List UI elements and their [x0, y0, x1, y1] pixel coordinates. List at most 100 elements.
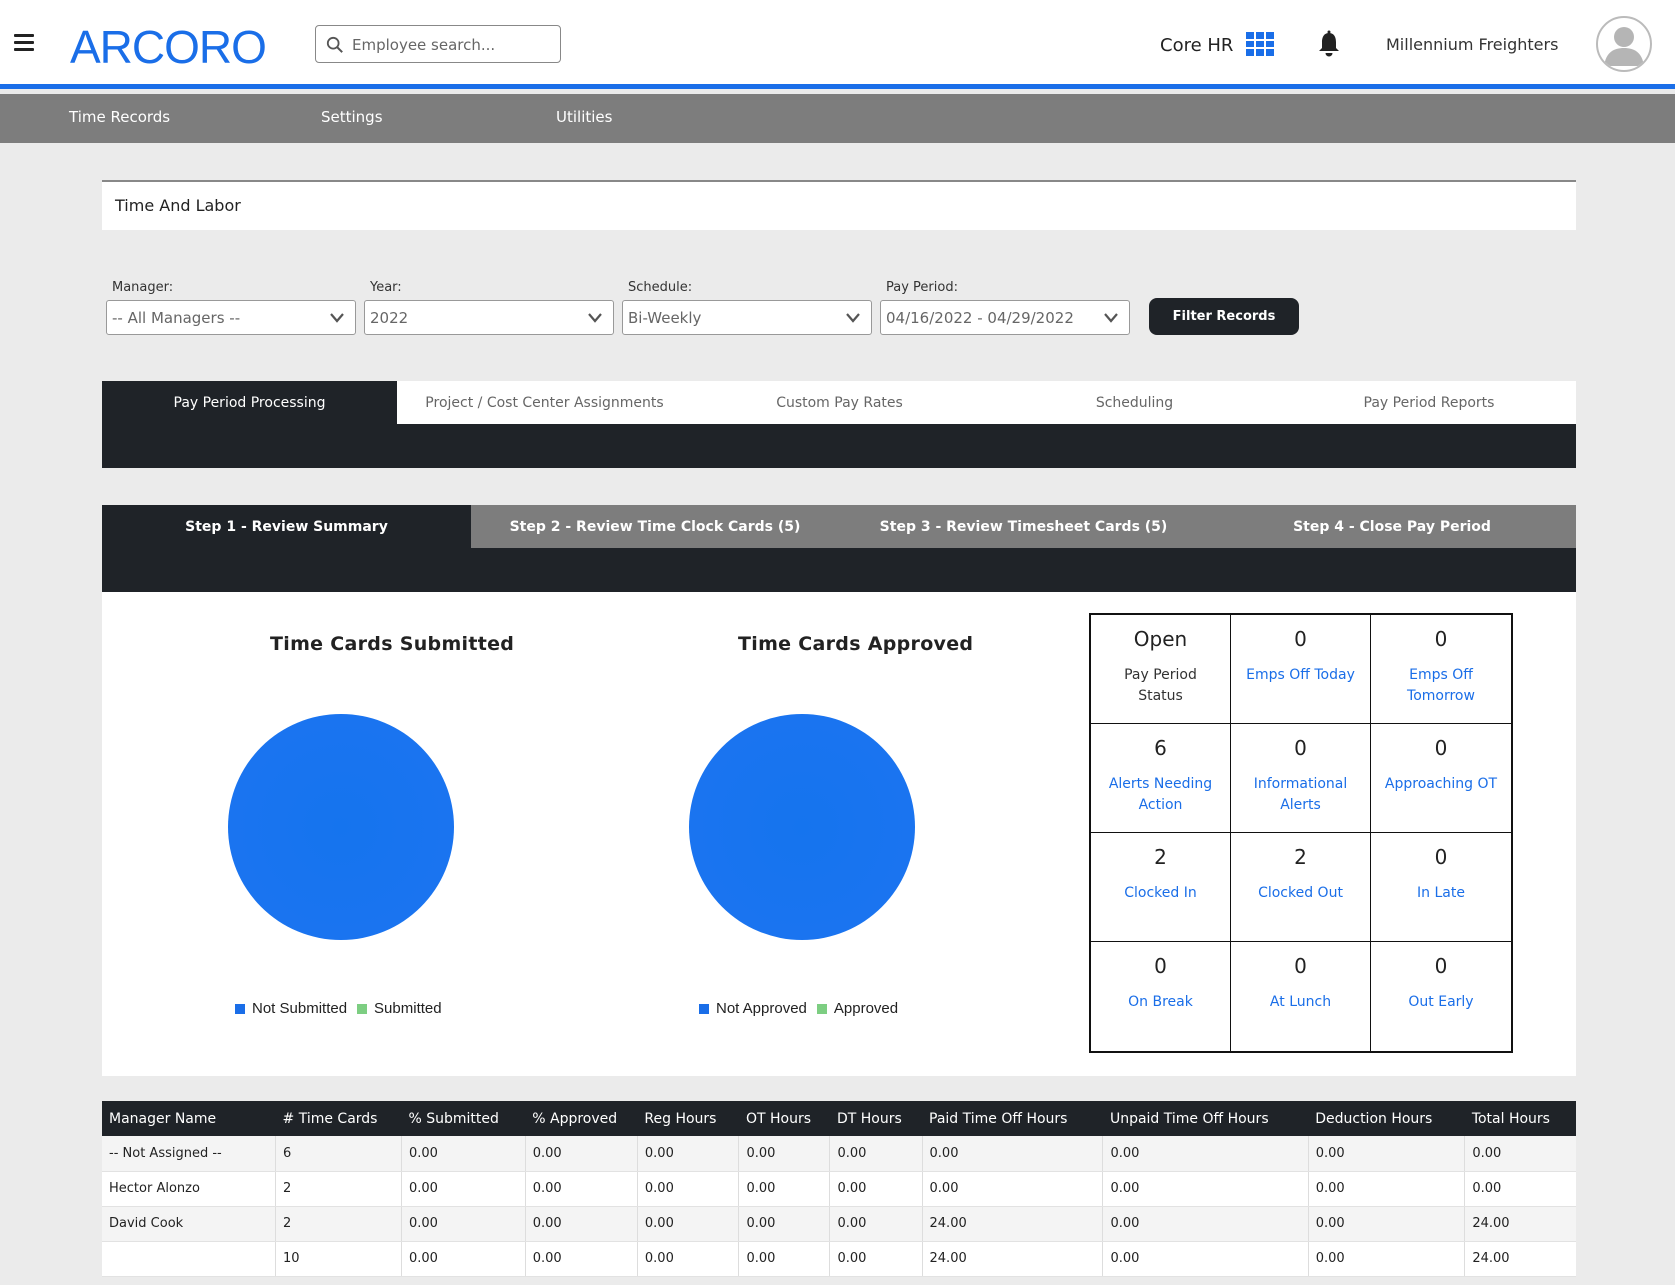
nav-utilities[interactable]: Utilities	[556, 108, 613, 126]
stat-label[interactable]: In Late	[1417, 885, 1465, 901]
table-header-row: Manager Name # Time Cards% Submitted% App…	[102, 1101, 1576, 1136]
table-cell	[102, 1241, 276, 1277]
column-header[interactable]: % Submitted	[401, 1101, 526, 1136]
chevron-down-icon	[1104, 313, 1118, 323]
column-header[interactable]: # Time Cards	[275, 1101, 402, 1136]
employee-search-input[interactable]	[352, 32, 552, 58]
column-header[interactable]: Total Hours	[1464, 1101, 1576, 1136]
table-cell: 0.00	[738, 1136, 830, 1172]
year-select[interactable]: 2022	[364, 300, 614, 335]
tab-custom-pay-rates[interactable]: Custom Pay Rates	[776, 394, 903, 411]
column-header[interactable]: Paid Time Off Hours	[922, 1101, 1103, 1136]
legend-label: Approved	[833, 1000, 899, 1017]
stat-label[interactable]: Emps Off Tomorrow	[1407, 667, 1475, 704]
stat-cell[interactable]: 0 Out Early	[1371, 942, 1511, 1051]
column-header[interactable]: Reg Hours	[637, 1101, 739, 1136]
tab-project-cost-center[interactable]: Project / Cost Center Assignments	[425, 394, 664, 411]
year-filter: Year: 2022	[364, 280, 614, 335]
stat-label[interactable]: Emps Off Today	[1246, 667, 1355, 683]
app-grid-icon[interactable]	[1246, 32, 1274, 56]
tab-pay-period-reports[interactable]: Pay Period Reports	[1363, 394, 1495, 411]
submitted-chart-title: Time Cards Submitted	[270, 633, 515, 655]
nav-settings[interactable]: Settings	[321, 108, 383, 126]
table-row: -- Not Assigned -- 6 0.00 0.00 0.00 0.00 0.00 0…	[102, 1136, 1576, 1172]
nav-time-records[interactable]: Time Records	[69, 108, 171, 126]
table-cell: 10	[275, 1241, 402, 1277]
pay-period-label: Pay Period:	[886, 280, 958, 295]
table-cell: 0.00	[524, 1241, 638, 1277]
user-avatar-icon	[1604, 27, 1644, 66]
legend-swatch-green	[816, 1003, 827, 1014]
arcoro-logo[interactable]: ARCORO	[70, 21, 267, 73]
stat-cell[interactable]: 0 Informational Alerts	[1231, 724, 1371, 833]
column-header[interactable]: OT Hours	[738, 1101, 830, 1136]
table-cell: 0.00	[1464, 1136, 1576, 1172]
stat-label[interactable]: Approaching OT	[1384, 776, 1498, 792]
stat-label[interactable]: Clocked Out	[1258, 885, 1343, 901]
table-row: 10 0.00 0.00 0.00 0.00 0.00 24.00 0.00 0.00 24.00	[102, 1241, 1576, 1277]
column-header[interactable]: DT Hours	[829, 1101, 923, 1136]
stat-label[interactable]: Informational Alerts	[1253, 776, 1348, 813]
main-tabs: Pay Period Processing Project / Cost Cen…	[102, 381, 1576, 468]
tab-pay-period-processing[interactable]: Pay Period Processing	[102, 381, 397, 424]
page-title-card: Time And Labor	[102, 180, 1576, 230]
column-header[interactable]: Deduction Hours	[1308, 1101, 1465, 1136]
stat-label[interactable]: Clocked In	[1124, 885, 1197, 901]
hamburger-menu-icon[interactable]	[14, 34, 34, 51]
stat-label[interactable]: Out Early	[1408, 994, 1474, 1010]
pay-period-select[interactable]: 04/16/2022 - 04/29/2022	[880, 300, 1130, 335]
column-header[interactable]: Manager Name	[102, 1101, 276, 1136]
table-cell: 2	[275, 1171, 402, 1207]
tab-step-4[interactable]: Step 4 - Close Pay Period	[1293, 518, 1491, 535]
submitted-pie-chart[interactable]	[228, 714, 454, 940]
stat-cell: Open Pay Period Status	[1091, 615, 1231, 724]
year-select-value: 2022	[370, 309, 409, 327]
table-cell: 0.00	[400, 1171, 526, 1207]
stat-value: 0	[1294, 627, 1307, 651]
user-avatar[interactable]	[1596, 16, 1652, 72]
legend-not-submitted[interactable]: Not Submitted	[235, 1000, 347, 1017]
schedule-select[interactable]: Bi-Weekly	[622, 300, 872, 335]
manager-label: Manager:	[112, 280, 174, 295]
table-cell: 6	[275, 1136, 402, 1172]
manager-select[interactable]: -- All Managers --	[106, 300, 356, 335]
tab-scheduling[interactable]: Scheduling	[1095, 394, 1174, 411]
stat-cell[interactable]: 0 In Late	[1371, 833, 1511, 942]
legend-not-approved[interactable]: Not Approved	[699, 1000, 807, 1017]
table-cell: 0.00	[738, 1171, 830, 1207]
stat-label[interactable]: On Break	[1128, 994, 1193, 1010]
tab-step-2[interactable]: Step 2 - Review Time Clock Cards (5)	[509, 518, 801, 535]
stat-cell[interactable]: 2 Clocked In	[1091, 833, 1231, 942]
schedule-label: Schedule:	[628, 280, 693, 295]
legend-label: Not Submitted	[252, 1000, 348, 1017]
stat-cell[interactable]: 6 Alerts Needing Action	[1091, 724, 1231, 833]
stat-cell[interactable]: 0 Emps Off Today	[1231, 615, 1371, 724]
stat-value: 0	[1294, 954, 1307, 978]
pay-period-filter: Pay Period: 04/16/2022 - 04/29/2022	[880, 280, 1130, 335]
table-cell: 0.00	[1102, 1241, 1309, 1277]
year-label: Year:	[370, 280, 402, 295]
stat-label[interactable]: At Lunch	[1269, 994, 1332, 1010]
stat-cell[interactable]: 0 At Lunch	[1231, 942, 1371, 1051]
column-header[interactable]: Unpaid Time Off Hours	[1102, 1101, 1309, 1136]
stat-cell[interactable]: 0 On Break	[1091, 942, 1231, 1051]
legend-swatch-blue	[699, 1003, 709, 1014]
stat-label[interactable]: Alerts Needing Action	[1108, 776, 1213, 813]
schedule-select-value: Bi-Weekly	[628, 309, 702, 327]
legend-submitted[interactable]: Submitted	[357, 1000, 442, 1017]
company-name[interactable]: Millennium Freighters	[1386, 35, 1559, 54]
notification-bell-icon[interactable]	[1316, 30, 1342, 58]
stat-cell[interactable]: 0 Emps Off Tomorrow	[1371, 615, 1511, 724]
table-cell: David Cook	[102, 1206, 276, 1242]
tab-step-1[interactable]: Step 1 - Review Summary	[102, 505, 471, 548]
legend-approved[interactable]: Approved	[816, 1000, 899, 1017]
stat-cell[interactable]: 0 Approaching OT	[1371, 724, 1511, 833]
table-cell: Hector Alonzo	[102, 1171, 276, 1207]
table-cell: 0.00	[1307, 1136, 1465, 1172]
column-header[interactable]: % Approved	[525, 1101, 638, 1136]
approved-pie-chart[interactable]	[689, 714, 915, 940]
filter-records-button[interactable]: Filter Records	[1149, 298, 1299, 335]
stat-cell[interactable]: 2 Clocked Out	[1231, 833, 1371, 942]
tab-step-3[interactable]: Step 3 - Review Timesheet Cards (5)	[879, 518, 1168, 535]
employee-search[interactable]	[315, 25, 561, 63]
